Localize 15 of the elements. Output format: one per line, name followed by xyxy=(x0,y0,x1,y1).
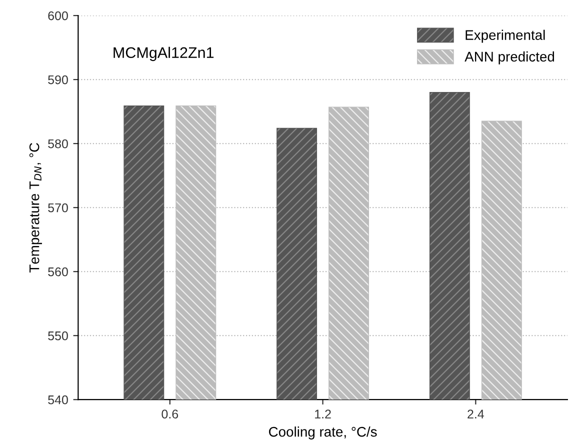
x-axis-title: Cooling rate, °C/s xyxy=(269,426,377,440)
x-tick-label: 0.6 xyxy=(162,410,178,419)
annotation: MCMgAl12Zn1 xyxy=(114,46,214,62)
y-tick-label: 550 xyxy=(48,331,68,340)
y-tick-label: 580 xyxy=(48,139,68,148)
y-axis-title: Temperature T$_{DN}$, °C xyxy=(29,142,42,273)
y-tick-label: 560 xyxy=(48,267,68,276)
y-tick-label: 540 xyxy=(48,395,68,404)
y-tick-label: 570 xyxy=(48,203,68,212)
legend-label: Experimental xyxy=(466,30,545,43)
legend-label: ANN predicted xyxy=(464,51,554,64)
y-tick-label: 590 xyxy=(48,75,68,84)
y-tick-label: 600 xyxy=(48,11,68,20)
x-tick-label: 2.4 xyxy=(468,410,484,418)
x-tick-label: 1.2 xyxy=(315,410,331,418)
